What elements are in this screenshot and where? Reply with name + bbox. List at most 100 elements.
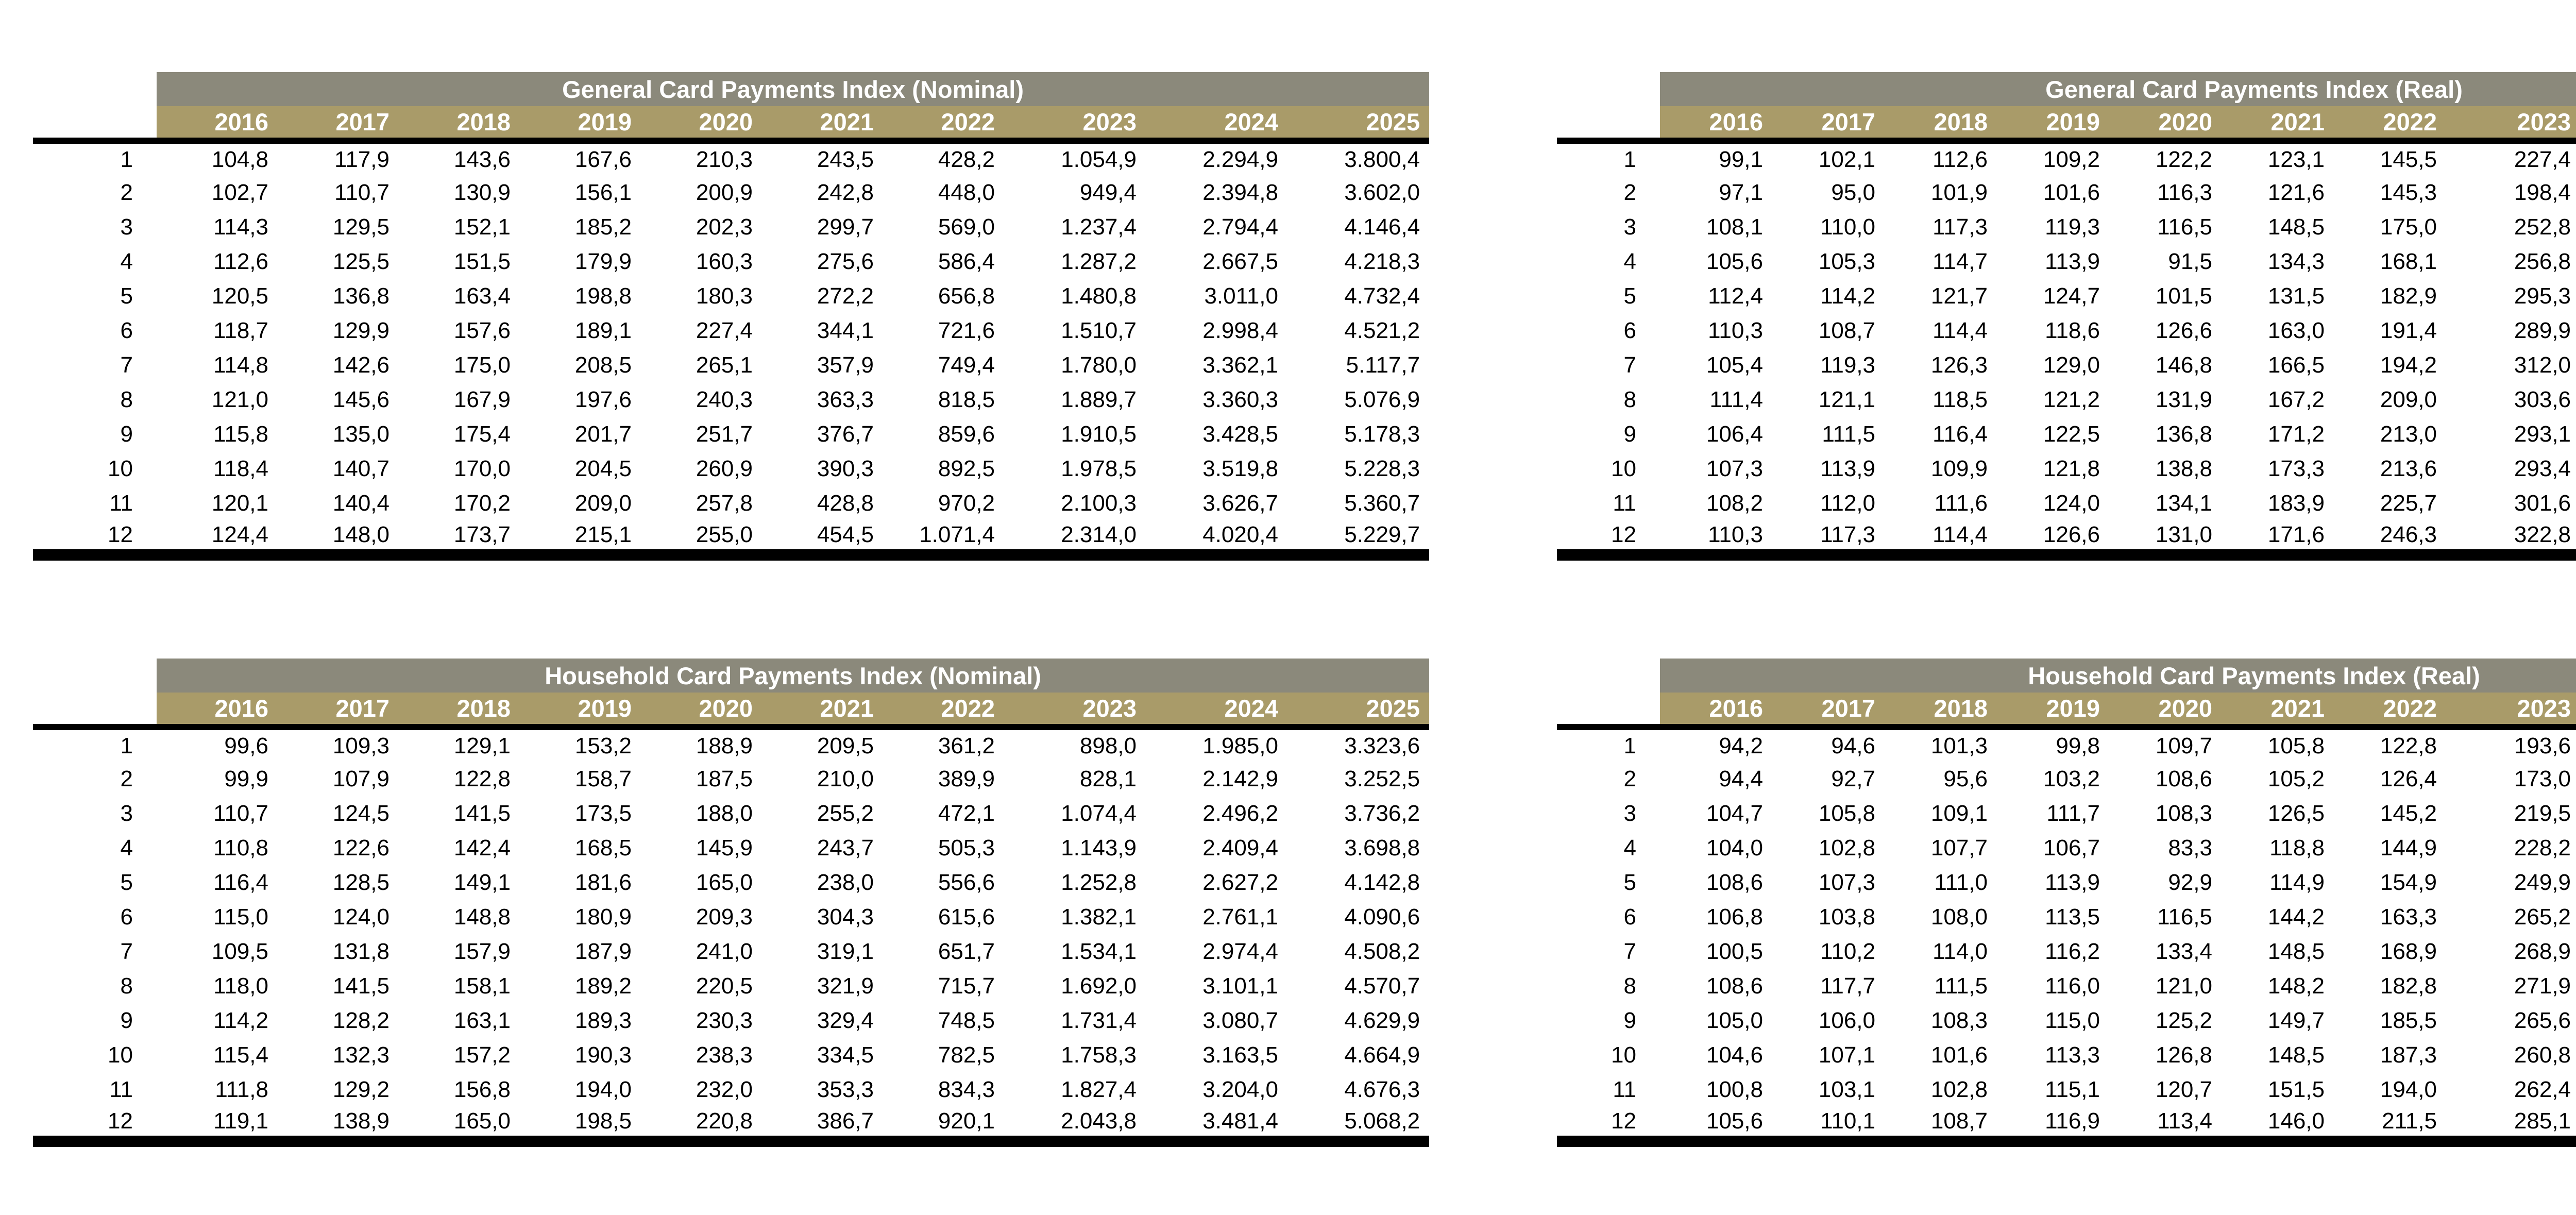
value-cell: 970,2 bbox=[938, 490, 995, 516]
table-row: 5 120,5 136,8 163,4 198,8 180,3 272,2 656,8 1.48… bbox=[33, 279, 1429, 313]
value-cell: 109,1 bbox=[1930, 800, 1988, 826]
table-title: General Card Payments Index (Real) bbox=[1660, 72, 2576, 106]
value-cell: 5.229,7 bbox=[1287, 520, 1430, 561]
year-header: 2023 bbox=[1004, 693, 1146, 730]
table-row: 11 100,8 103,1 102,8 115,1 120,7 151,5 194,0 262… bbox=[1557, 1072, 2576, 1107]
table-row: 2 102,7 110,7 130,9 156,1 200,9 242,8 448,0 949,… bbox=[33, 175, 1429, 210]
value-cell: 3.800,4 bbox=[1344, 146, 1420, 172]
value-cell: 227,4 bbox=[696, 317, 753, 343]
value-cell: 136,8 bbox=[332, 283, 389, 309]
value-cell: 167,2 bbox=[2267, 386, 2325, 412]
value-cell: 2.142,9 bbox=[1202, 766, 1278, 791]
value-cell: 3.481,4 bbox=[1146, 1107, 1287, 1147]
value-cell: 201,7 bbox=[574, 421, 632, 447]
value-cell: 123,1 bbox=[2267, 146, 2325, 172]
value-cell: 227,4 bbox=[2514, 146, 2571, 172]
table-row: 12 124,4 148,0 173,7 215,1 255,0 454,5 1.071,4 2… bbox=[33, 520, 1430, 561]
year-header: 2024 bbox=[1146, 106, 1287, 144]
value-cell: 102,7 bbox=[211, 179, 268, 205]
value-cell: 4.629,9 bbox=[1344, 1007, 1420, 1033]
value-cell: 105,6 bbox=[1660, 1107, 1772, 1147]
value-cell: 110,2 bbox=[1820, 938, 1875, 964]
value-cell: 386,7 bbox=[762, 1107, 883, 1147]
value-cell: 105,6 bbox=[1706, 248, 1763, 274]
table-row: 10 115,4 132,3 157,2 190,3 238,3 334,5 782,5 1.7… bbox=[33, 1038, 1429, 1072]
value-cell: 110,7 bbox=[213, 800, 268, 826]
table-row: 7 114,8 142,6 175,0 208,5 265,1 357,9 749,4 1.78… bbox=[33, 348, 1429, 382]
value-cell: 108,3 bbox=[2155, 800, 2212, 826]
table-row: 4 112,6 125,5 151,5 179,9 160,3 275,6 586,4 1.28… bbox=[33, 244, 1429, 279]
value-cell: 132,3 bbox=[332, 1042, 389, 1068]
row-spacer bbox=[1557, 900, 1572, 934]
value-cell: 151,5 bbox=[453, 248, 511, 274]
value-cell: 187,9 bbox=[574, 938, 632, 964]
value-cell: 319,1 bbox=[817, 938, 874, 964]
year-header: 2023 bbox=[1004, 106, 1146, 144]
value-cell: 828,1 bbox=[1079, 766, 1137, 791]
value-cell: 185,5 bbox=[2380, 1007, 2437, 1033]
value-cell: 215,1 bbox=[520, 520, 641, 561]
row-spacer bbox=[33, 210, 64, 244]
value-cell: 113,3 bbox=[2045, 1042, 2100, 1068]
value-cell: 109,9 bbox=[1930, 455, 1988, 481]
value-cell: 163,0 bbox=[2267, 317, 2325, 343]
row-number: 1 bbox=[1623, 733, 1636, 758]
value-cell: 111,0 bbox=[1934, 869, 1988, 895]
value-cell: 2.974,4 bbox=[1202, 938, 1278, 964]
value-cell: 1.731,4 bbox=[1061, 1007, 1137, 1033]
value-cell: 114,9 bbox=[2269, 869, 2325, 895]
table-row: 194,294,6101,399,8109,7105,8122,8193,625… bbox=[1557, 727, 2576, 762]
value-cell: 1.510,7 bbox=[1061, 317, 1137, 343]
value-cell: 109,5 bbox=[211, 938, 268, 964]
row-spacer bbox=[33, 831, 64, 865]
row-number: 10 bbox=[108, 455, 133, 481]
row-spacer bbox=[1557, 934, 1572, 969]
value-cell: 182,8 bbox=[2380, 973, 2437, 999]
value-cell: 265,6 bbox=[2514, 1007, 2571, 1033]
value-cell: 129,9 bbox=[332, 317, 389, 343]
table-row: 3 104,7 105,8 109,1 111,7 108,3 126,5 145,2 219,… bbox=[1557, 796, 2576, 831]
value-cell: 3.519,8 bbox=[1202, 455, 1278, 481]
value-cell: 949,4 bbox=[1079, 179, 1137, 205]
row-spacer bbox=[33, 1072, 64, 1107]
value-cell: 448,0 bbox=[938, 179, 995, 205]
value-cell: 122,2 bbox=[2155, 146, 2212, 172]
year-header: 2020 bbox=[2109, 106, 2222, 144]
table-row: 294,492,795,6103,2108,6105,2126,4173,026… bbox=[1557, 762, 2576, 796]
row-spacer bbox=[33, 520, 64, 561]
value-cell: 1.910,5 bbox=[1061, 421, 1137, 447]
value-cell: 121,7 bbox=[1930, 283, 1988, 309]
row-number: 10 bbox=[1611, 1042, 1636, 1068]
value-cell: 142,6 bbox=[332, 352, 389, 378]
row-number: 3 bbox=[120, 214, 133, 240]
value-cell: 220,5 bbox=[696, 973, 753, 999]
row-spacer bbox=[1557, 382, 1572, 417]
value-cell: 121,6 bbox=[2267, 179, 2325, 205]
value-cell: 257,8 bbox=[696, 490, 753, 516]
row-spacer bbox=[1557, 244, 1572, 279]
value-cell: 255,2 bbox=[817, 800, 874, 826]
value-cell: 898,0 bbox=[1079, 733, 1137, 758]
year-header: 2019 bbox=[520, 693, 641, 730]
table-row: 12 119,1 138,9 165,0 198,5 220,8 386,7 920,1 2.0… bbox=[33, 1107, 1430, 1147]
row-number: 11 bbox=[109, 1076, 133, 1102]
value-cell: 219,5 bbox=[2514, 800, 2571, 826]
row-spacer bbox=[1557, 348, 1572, 382]
value-cell: 1.143,9 bbox=[1061, 835, 1137, 860]
row-spacer bbox=[33, 279, 64, 313]
value-cell: 1.480,8 bbox=[1061, 283, 1137, 309]
value-cell: 138,8 bbox=[2155, 455, 2212, 481]
value-cell: 569,0 bbox=[938, 214, 995, 240]
value-cell: 114,8 bbox=[213, 352, 268, 378]
value-cell: 120,7 bbox=[2155, 1076, 2212, 1102]
value-cell: 4.020,4 bbox=[1146, 520, 1287, 561]
value-cell: 173,3 bbox=[2267, 455, 2325, 481]
row-spacer bbox=[33, 796, 64, 831]
year-header: 2018 bbox=[399, 106, 520, 144]
value-cell: 122,5 bbox=[2043, 421, 2100, 447]
value-cell: 1.071,4 bbox=[883, 520, 1004, 561]
value-cell: 187,3 bbox=[2380, 1042, 2437, 1068]
value-cell: 289,9 bbox=[2514, 317, 2571, 343]
table-row: 6 115,0 124,0 148,8 180,9 209,3 304,3 615,6 1.38… bbox=[33, 900, 1429, 934]
